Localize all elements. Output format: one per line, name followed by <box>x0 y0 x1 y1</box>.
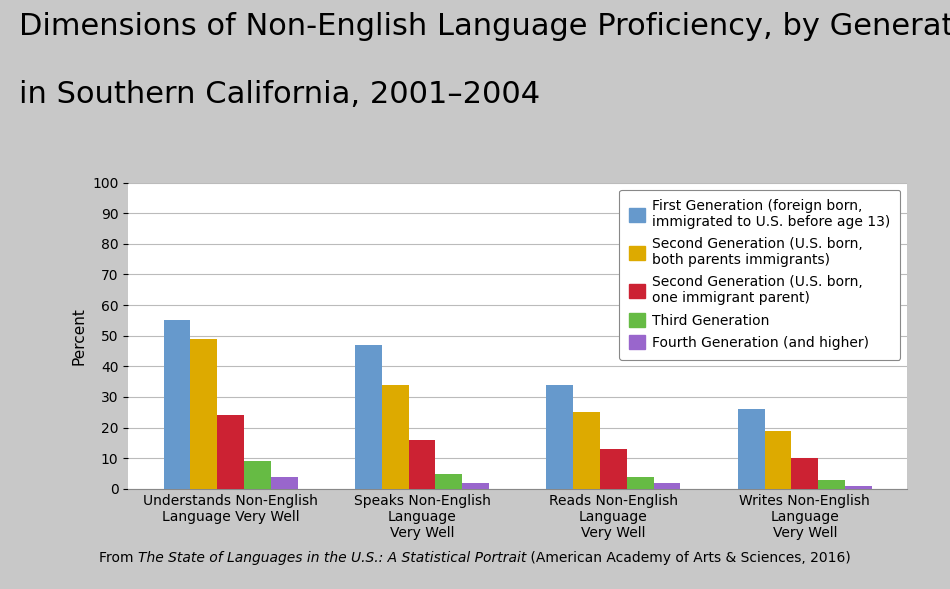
Bar <box>818 479 846 489</box>
Legend: First Generation (foreign born,
immigrated to U.S. before age 13), Second Genera: First Generation (foreign born, immigrat… <box>619 190 901 360</box>
Text: From: From <box>99 551 138 565</box>
Text: (American Academy of Arts & Sciences, 2016): (American Academy of Arts & Sciences, 20… <box>526 551 851 565</box>
Bar <box>600 449 627 489</box>
Bar <box>573 412 600 489</box>
Text: The State of Languages in the U.S.: A Statistical Portrait: The State of Languages in the U.S.: A St… <box>138 551 526 565</box>
Text: in Southern California, 2001–2004: in Southern California, 2001–2004 <box>19 80 541 108</box>
Bar <box>765 431 791 489</box>
Bar <box>355 345 382 489</box>
Text: Dimensions of Non-English Language Proficiency, by Generation,: Dimensions of Non-English Language Profi… <box>19 12 950 41</box>
Bar <box>382 385 408 489</box>
Bar <box>463 483 489 489</box>
Bar <box>738 409 765 489</box>
Bar <box>546 385 573 489</box>
Bar <box>163 320 190 489</box>
Bar <box>654 483 680 489</box>
Bar <box>218 415 244 489</box>
Bar <box>791 458 818 489</box>
Y-axis label: Percent: Percent <box>71 307 86 365</box>
Bar <box>627 477 654 489</box>
Bar <box>846 486 872 489</box>
Bar <box>435 474 463 489</box>
Bar <box>408 440 435 489</box>
Bar <box>244 461 271 489</box>
Bar <box>190 339 218 489</box>
Bar <box>271 477 297 489</box>
